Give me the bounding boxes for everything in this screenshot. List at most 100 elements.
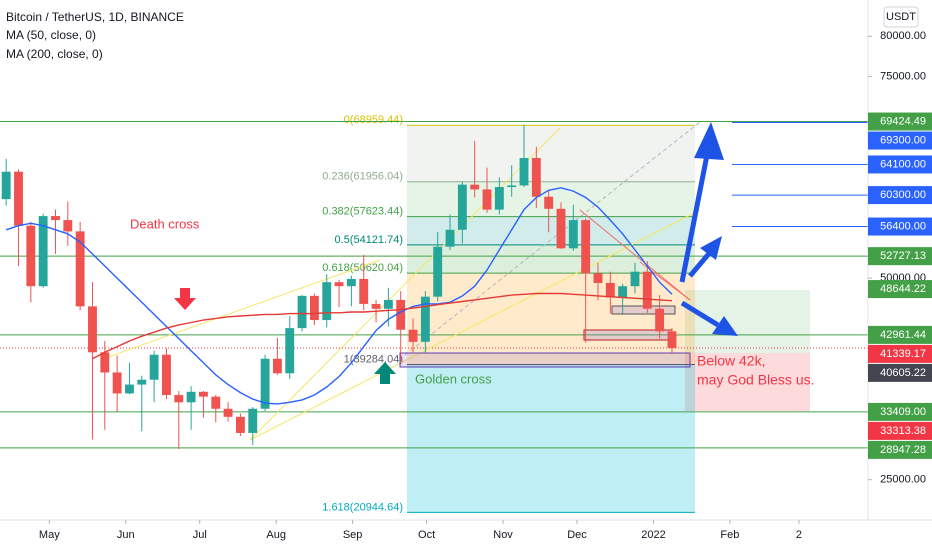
price-label-box — [868, 421, 932, 440]
candle-body — [359, 278, 369, 304]
down-arrow — [174, 288, 196, 310]
x-tick-label: Oct — [418, 529, 435, 541]
candle-body — [272, 358, 282, 374]
price-label-box — [868, 112, 932, 131]
price-label: 33409.00 — [880, 406, 926, 418]
fib-label: 1.618(20944.64) — [322, 501, 403, 513]
price-label-box — [868, 344, 932, 363]
target-arrow-head — [694, 122, 724, 160]
target-arrow-head — [700, 236, 722, 260]
zones — [685, 290, 810, 411]
candle-body — [198, 391, 208, 397]
price-label: 33313.38 — [880, 425, 926, 437]
candle-body — [162, 354, 171, 396]
candle-body — [605, 282, 615, 298]
x-tick-label: Aug — [266, 529, 286, 541]
fib-label: 0(68959.44) — [344, 114, 403, 126]
candle-body — [211, 396, 221, 409]
trend-line — [249, 127, 561, 441]
candle-body — [14, 171, 23, 226]
x-tick-label: Dec — [567, 529, 587, 541]
x-tick-label: Jul — [193, 529, 207, 541]
fib-label: 0.236(61956.04) — [322, 171, 403, 183]
candle-body — [112, 372, 122, 394]
target-arrow — [679, 149, 711, 283]
candle-body — [531, 158, 541, 197]
x-tick-label: May — [39, 529, 60, 541]
candle-body — [100, 352, 110, 373]
price-label: 69300.00 — [880, 134, 926, 146]
candle-body — [581, 220, 591, 274]
price-label-box — [868, 186, 932, 205]
x-tick-label: Sep — [343, 529, 363, 541]
arrows — [174, 122, 738, 384]
legend-ma50: MA (50, close, 0) — [6, 28, 96, 42]
candle-body — [667, 331, 677, 348]
candle-body — [408, 329, 418, 342]
annotation: Death cross — [130, 216, 200, 231]
price-label: 42961.44 — [880, 329, 926, 341]
candle-body — [223, 408, 233, 417]
trend-line — [99, 259, 381, 361]
candle-body — [38, 216, 48, 287]
price-label: 48644.22 — [880, 283, 926, 295]
target-arrow — [680, 300, 720, 328]
price-label-box — [868, 155, 932, 174]
support-box — [583, 329, 673, 341]
ma-line — [92, 292, 673, 360]
candle-body — [149, 354, 159, 380]
x-tick-label: Nov — [493, 529, 513, 541]
axes: 80000.0075000.0050000.0025000.0069424.49… — [39, 30, 932, 541]
currency[interactable]: USDT — [886, 11, 916, 23]
header: Bitcoin / TetherUS, 1D, BINANCE MA (50, … — [6, 10, 184, 61]
fib-label: 0.382(57623.44) — [322, 206, 403, 218]
moving-averages — [5, 187, 673, 405]
candle-body — [482, 189, 492, 210]
fib-band — [407, 125, 695, 182]
price-label: 52727.13 — [880, 250, 926, 262]
fib-retracement: 0(68959.44) 0.236(61956.04) 0.382(57623.44… — [322, 114, 695, 513]
y-tick-label: 80000.00 — [880, 30, 926, 42]
y-tick-label: 25000.00 — [880, 474, 926, 486]
candle-body — [322, 282, 332, 321]
candle-body — [457, 184, 467, 230]
candle-body — [630, 271, 640, 287]
price-label-box — [868, 247, 932, 266]
candle-body — [519, 158, 529, 186]
target-arrow-head — [712, 316, 738, 336]
candle-body — [88, 306, 97, 353]
x-tick-label: 2022 — [641, 529, 665, 541]
candle-body — [445, 229, 455, 247]
annotation: may God Bless us. — [697, 372, 815, 388]
candle-body — [63, 220, 73, 232]
candle-body — [186, 391, 196, 403]
candle-body — [383, 299, 393, 309]
price-label: 64100.00 — [880, 158, 926, 170]
candle-body — [396, 299, 406, 330]
candle-body — [642, 271, 652, 309]
annotation: Golden cross — [415, 371, 492, 386]
trend-line — [579, 209, 691, 301]
candle-body — [556, 208, 566, 249]
candle-body — [125, 384, 134, 394]
candle-body — [334, 282, 344, 287]
candle-body — [26, 225, 36, 287]
currency-button[interactable] — [883, 6, 919, 28]
candle-body — [248, 408, 258, 433]
stop-zone — [685, 353, 810, 411]
drawings — [99, 121, 701, 441]
candle-body — [137, 379, 147, 385]
candle-body — [1, 171, 11, 200]
y-tick-label: 75000.00 — [880, 70, 926, 82]
candle-body — [618, 286, 628, 298]
price-label: 41339.17 — [880, 348, 926, 360]
candle-body — [420, 296, 430, 342]
fib-label: 1(39284.04) — [344, 353, 403, 365]
price-label-box — [868, 363, 932, 382]
candle-body — [285, 328, 295, 374]
target-arrow — [688, 248, 714, 278]
price-label: 60300.00 — [880, 189, 926, 201]
candle-body — [470, 184, 480, 190]
candle-body — [297, 295, 307, 329]
